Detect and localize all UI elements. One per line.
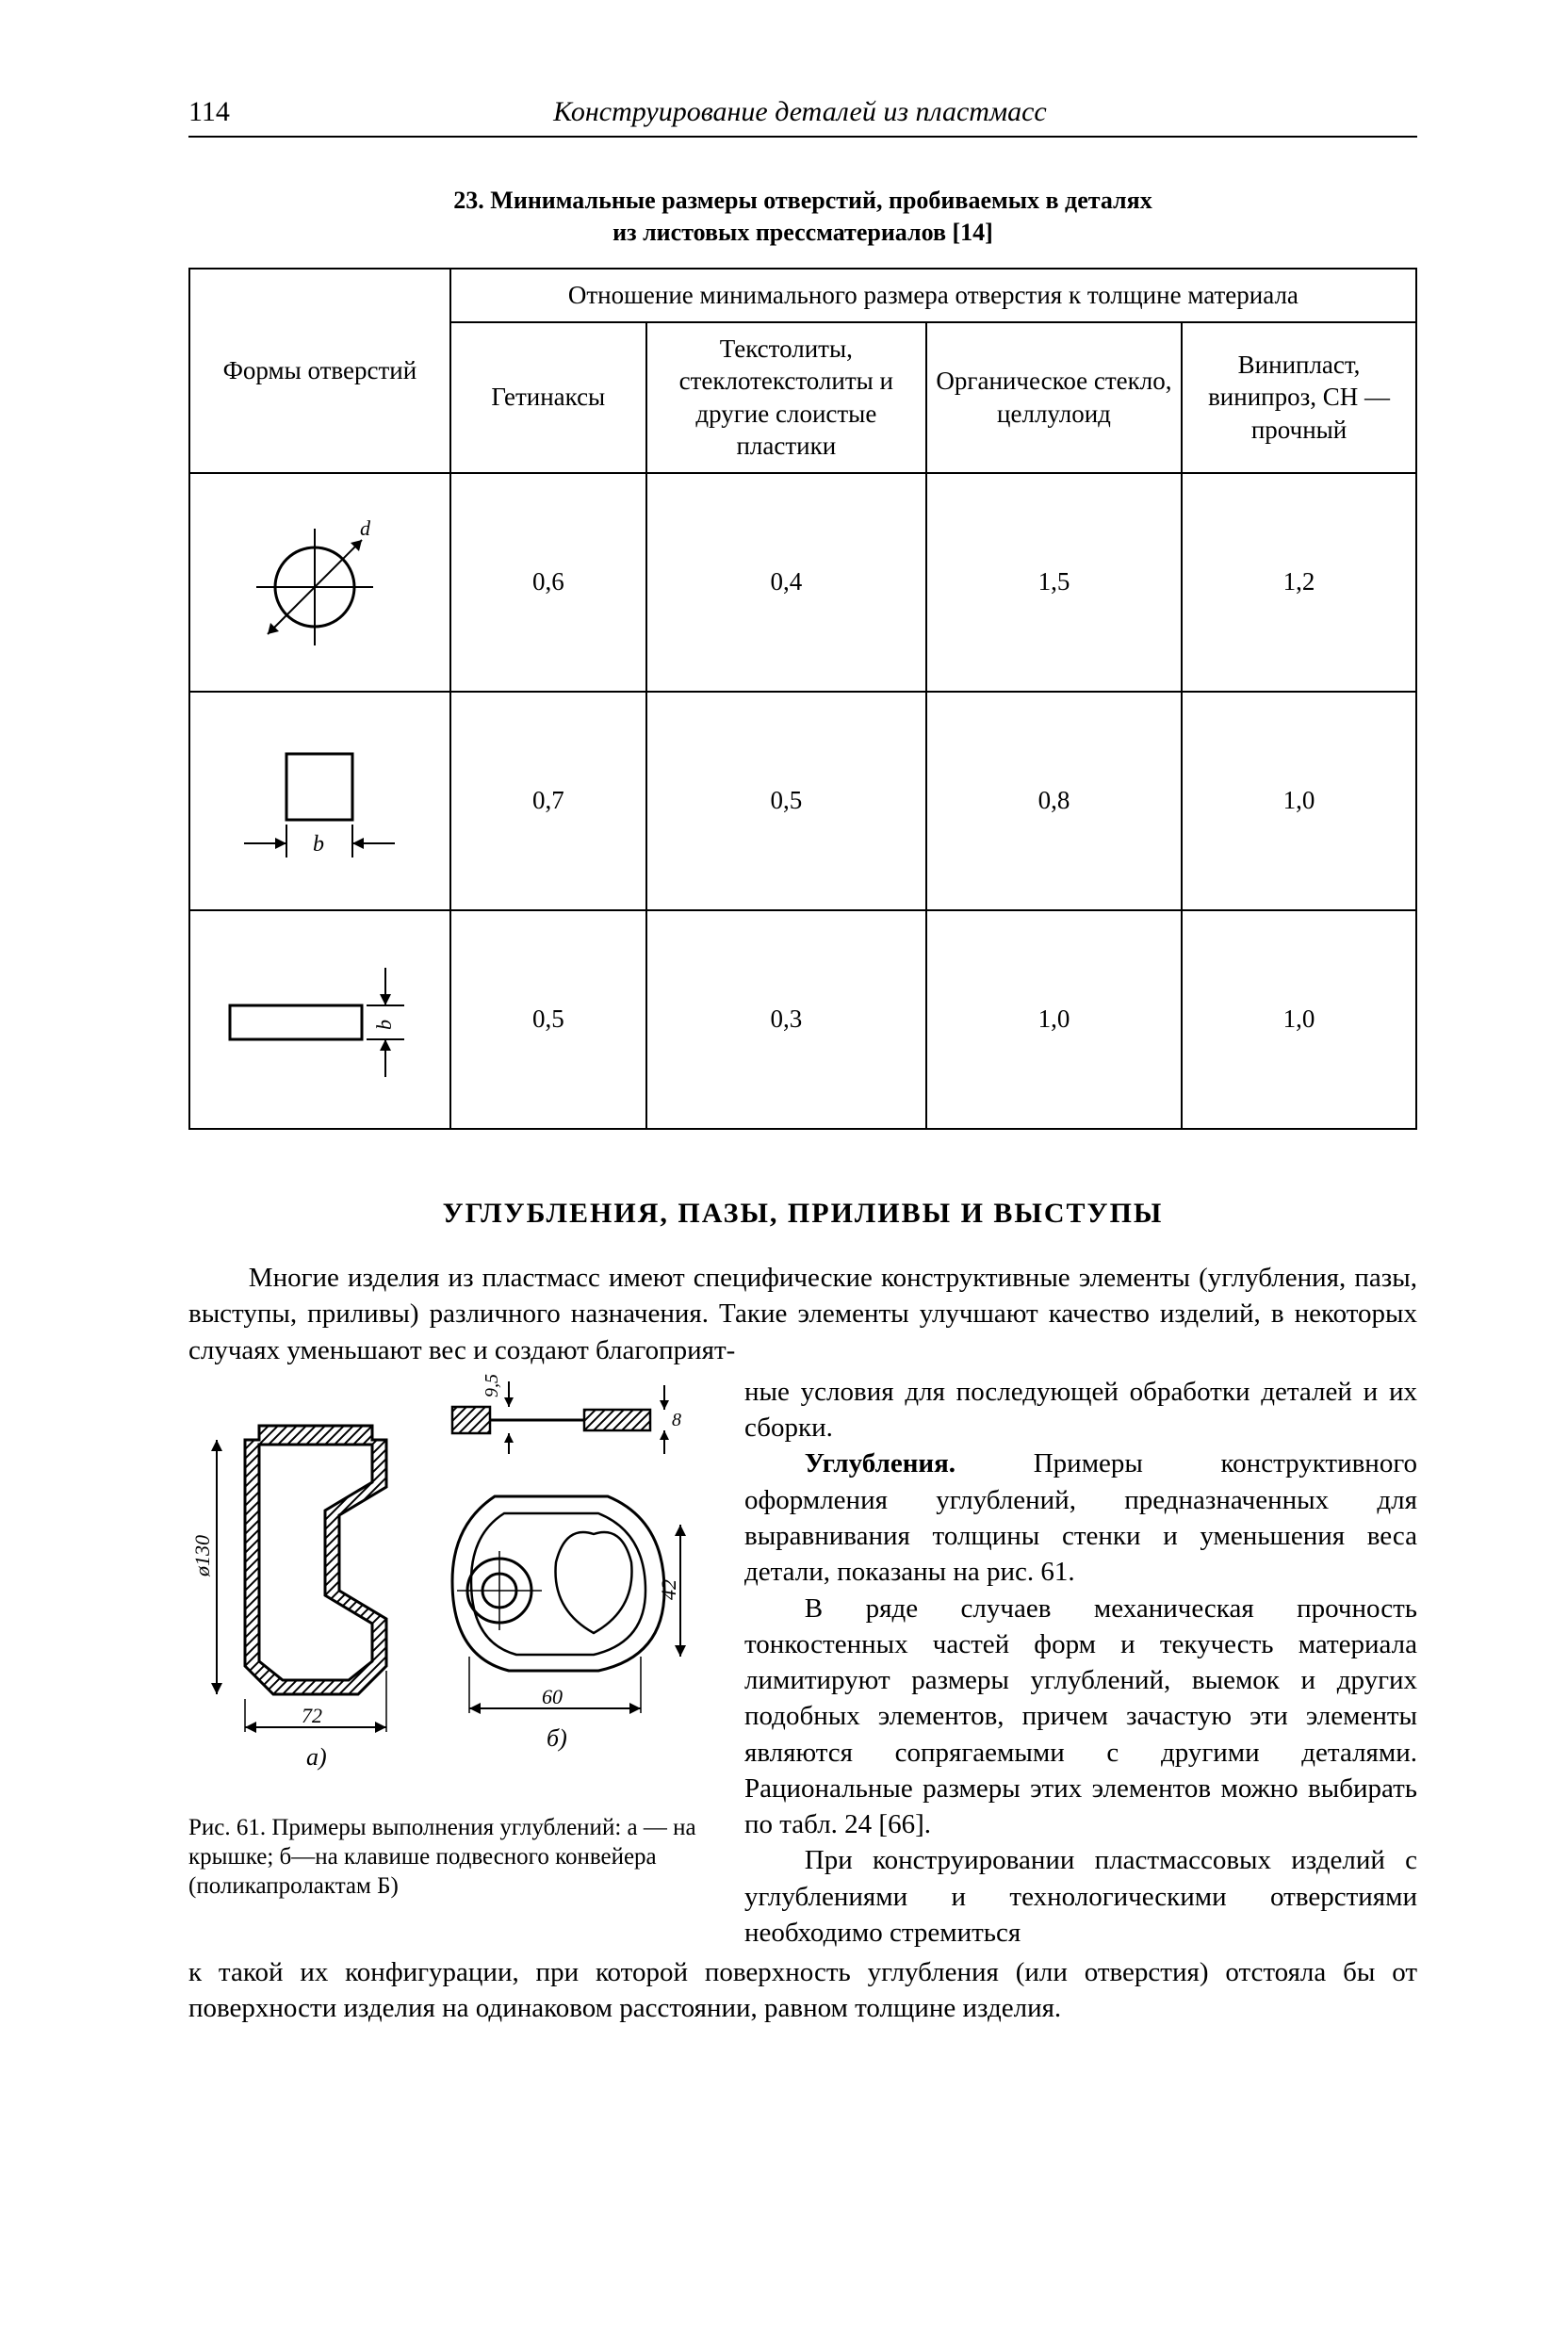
cell: 0,7 [450,692,646,910]
dimensions-table: Формы отверстий Отношение минимального р… [188,268,1417,1130]
cell: 1,2 [1182,473,1416,692]
inline-heading: Углубления. [805,1448,956,1478]
section-heading: УГЛУБЛЕНИЯ, ПАЗЫ, ПРИЛИВЫ И ВЫСТУПЫ [188,1196,1417,1232]
cell: 0,4 [646,473,926,692]
cell: 1,0 [1182,692,1416,910]
cell: 1,0 [1182,910,1416,1129]
figure-61: ø130 72 а) [188,1374,716,1951]
svg-text:d: d [360,516,371,540]
svg-text:9,5: 9,5 [482,1374,502,1397]
paragraph: Углубления. Примеры конструктивного офор… [744,1446,1417,1590]
shape-slot: b [189,910,450,1129]
page-header: 114 Конструирование деталей из пластмасс [188,94,1417,138]
table-row: b 0,5 0,3 1,0 1,0 [189,910,1416,1129]
svg-text:60: 60 [542,1685,563,1708]
col-header-2: Текстолиты, стеклотекстолиты и другие сл… [646,322,926,473]
col-header-1: Гетинаксы [450,322,646,473]
paragraph: Многие изделия из пластмасс имеют специф… [188,1260,1417,1368]
svg-text:8: 8 [672,1410,681,1430]
col-header-shapes: Формы отверстий [189,269,450,473]
paragraph: В ряде случаев механическая прочность то… [744,1591,1417,1843]
cell: 0,3 [646,910,926,1129]
figure-caption: Рис. 61. Примеры выполнения углублений: … [188,1813,716,1902]
cell: 1,0 [926,910,1182,1129]
cell: 0,8 [926,692,1182,910]
table-row: d 0,6 0,4 1,5 1,2 [189,473,1416,692]
svg-text:b: b [313,832,324,857]
table-title-line2: из листовых прессматериалов [14] [612,219,993,246]
svg-text:42: 42 [657,1579,680,1600]
table-title: 23. Минимальные размеры отверстий, проби… [332,185,1274,249]
body-continuation: к такой их конфигурации, при которой пов… [188,1954,1417,2027]
paragraph: к такой их конфигурации, при которой пов… [188,1954,1417,2027]
paragraph: При конструировании пластмассовых издели… [744,1842,1417,1951]
svg-text:b: b [372,1020,396,1030]
col-header-4: Винипласт, винипроз, СН — прочный [1182,322,1416,473]
svg-text:ø130: ø130 [190,1535,214,1577]
svg-text:б): б) [547,1724,567,1752]
running-title: Конструирование деталей из пластмасс [553,94,1047,130]
cell: 0,6 [450,473,646,692]
shape-circle: d [189,473,450,692]
cell: 1,5 [926,473,1182,692]
table-title-line1: 23. Минимальные размеры отверстий, проби… [453,187,1152,214]
slot-hole-icon: b [216,958,423,1081]
page-number: 114 [188,94,230,130]
svg-text:72: 72 [302,1704,322,1727]
body-intro: Многие изделия из пластмасс имеют специф… [188,1260,1417,1368]
cell: 0,5 [646,692,926,910]
circle-hole-icon: d [239,512,400,653]
col-header-group: Отношение минимального размера отверстия… [450,269,1416,322]
svg-text:а): а) [306,1743,327,1771]
right-column-text: ные условия для последующей обработки де… [744,1374,1417,1951]
paragraph: ные условия для последующей обработки де… [744,1374,1417,1446]
figure-61-svg: ø130 72 а) [188,1374,716,1788]
square-hole-icon: b [230,730,409,872]
table-row: b 0,7 0,5 0,8 1,0 [189,692,1416,910]
col-header-3: Органическое стекло, целлулоид [926,322,1182,473]
cell: 0,5 [450,910,646,1129]
shape-square: b [189,692,450,910]
